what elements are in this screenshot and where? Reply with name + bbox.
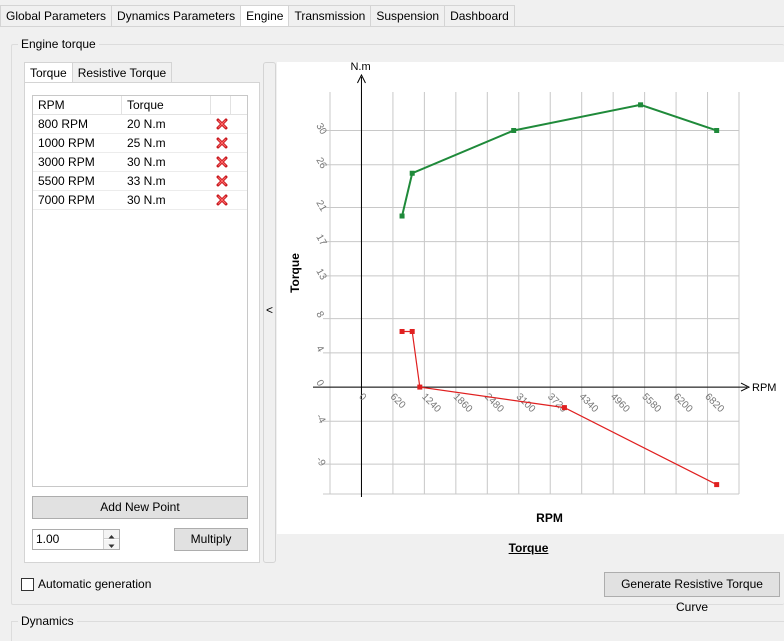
cell-torque[interactable]: 20 N.m [122, 115, 211, 134]
engine-torque-groupbox [11, 44, 784, 605]
tab-engine[interactable]: Engine [240, 5, 289, 27]
cell-delete [211, 172, 247, 191]
chevron-down-icon [108, 544, 115, 548]
y-tick-label: 21 [313, 198, 328, 214]
y-axis-arrow [357, 73, 366, 84]
data-point [714, 127, 720, 133]
top-tab-bar: Global Parameters Dynamics Parameters En… [0, 5, 515, 27]
y-tick-label: 4 [313, 344, 326, 355]
spin-down-button[interactable] [104, 540, 119, 549]
inner-tab-bar: Torque Resistive Torque [24, 62, 173, 83]
collapse-arrow-icon[interactable]: < [266, 303, 274, 317]
delete-icon[interactable] [216, 137, 228, 149]
table-row[interactable]: 7000 RPM 30 N.m [33, 191, 247, 210]
x-tick-label: 4340 [577, 391, 601, 415]
x-tick-label: 6200 [671, 391, 695, 415]
y-tick-label: -4 [313, 412, 327, 426]
generate-resistive-torque-button[interactable]: Generate Resistive Torque Curve [604, 572, 780, 614]
delete-icon[interactable] [216, 175, 228, 187]
cell-torque[interactable]: 30 N.m [122, 153, 211, 172]
x-tick-label: 6820 [702, 391, 726, 415]
table-row[interactable]: 800 RPM 20 N.m [33, 115, 247, 134]
cell-rpm[interactable]: 7000 RPM [33, 191, 122, 210]
x-tick-label: 0 [356, 391, 368, 403]
x-tick-label: 3720 [545, 391, 569, 415]
column-header-delete [211, 96, 231, 115]
tab-global-parameters[interactable]: Global Parameters [0, 5, 112, 27]
tab-dynamics-parameters[interactable]: Dynamics Parameters [111, 5, 241, 27]
multiplier-value: 1.00 [36, 532, 60, 546]
tab-resistive-torque[interactable]: Resistive Torque [71, 62, 173, 83]
data-point [409, 328, 415, 334]
automatic-generation-checkbox[interactable] [21, 578, 34, 591]
cell-torque[interactable]: 33 N.m [122, 172, 211, 191]
data-point [714, 482, 720, 488]
y-tick-label: 0 [313, 378, 326, 389]
cell-torque[interactable]: 25 N.m [122, 134, 211, 153]
delete-icon[interactable] [216, 156, 228, 168]
y-axis-title: Torque [288, 253, 302, 293]
tab-suspension[interactable]: Suspension [370, 5, 445, 27]
engine-torque-group-title: Engine torque [18, 37, 99, 51]
table-header-row: RPM Torque [33, 96, 247, 115]
add-new-point-button[interactable]: Add New Point [32, 496, 248, 519]
x-tick-label: 1860 [451, 391, 475, 415]
tab-torque[interactable]: Torque [24, 62, 72, 83]
dynamics-group-title: Dynamics [18, 614, 77, 628]
torque-chart: 0 620 1240 1860 2480 3100 3720 4340 4960 5580 6200… [277, 61, 784, 534]
data-point [638, 102, 644, 108]
cell-rpm[interactable]: 1000 RPM [33, 134, 122, 153]
data-point [561, 405, 567, 411]
cell-delete [211, 115, 247, 134]
column-header-rpm[interactable]: RPM [33, 96, 122, 115]
tab-transmission[interactable]: Transmission [288, 5, 371, 27]
y-axis-unit-label: N.m [350, 62, 370, 73]
table-row[interactable]: 3000 RPM 30 N.m [33, 153, 247, 172]
data-point [511, 127, 517, 133]
delete-icon[interactable] [216, 118, 228, 130]
dynamics-groupbox [11, 621, 784, 641]
x-axis-arrow-label: RPM [752, 382, 776, 394]
torque-table[interactable]: RPM Torque 800 RPM 20 N.m 1000 RPM 25 N.m 30… [32, 95, 248, 487]
y-tick-label: 30 [313, 121, 328, 137]
cell-delete [211, 153, 247, 172]
automatic-generation-label: Automatic generation [38, 577, 152, 591]
multiply-button[interactable]: Multiply [174, 528, 248, 551]
x-tick-label: 620 [388, 391, 408, 411]
data-point [399, 328, 405, 334]
delete-icon[interactable] [216, 194, 228, 206]
x-tick-label: 1240 [419, 391, 443, 415]
torque-chart-svg: 0 620 1240 1860 2480 3100 3720 4340 4960 5580 6200… [288, 61, 776, 525]
cell-rpm[interactable]: 800 RPM [33, 115, 122, 134]
cell-torque[interactable]: 30 N.m [122, 191, 211, 210]
cell-delete [211, 191, 247, 210]
cell-delete [211, 134, 247, 153]
spin-buttons [103, 530, 119, 549]
y-tick-label: 17 [313, 233, 328, 249]
multiplier-spinbox[interactable]: 1.00 [32, 529, 120, 550]
panel-splitter[interactable]: < [263, 62, 276, 563]
y-tick-label: 26 [313, 156, 328, 172]
tab-dashboard[interactable]: Dashboard [444, 5, 515, 27]
x-axis-title: RPM [536, 511, 563, 525]
chart-caption: Torque [508, 541, 549, 555]
x-tick-label: 5580 [639, 391, 663, 415]
x-tick-label: 2480 [482, 391, 506, 415]
series-line [401, 103, 717, 217]
y-tick-label: 8 [313, 310, 326, 321]
data-point [399, 213, 405, 219]
table-row[interactable]: 1000 RPM 25 N.m [33, 134, 247, 153]
chevron-up-icon [108, 535, 115, 539]
spin-up-button[interactable] [104, 530, 119, 539]
cell-rpm[interactable]: 3000 RPM [33, 153, 122, 172]
x-tick-label: 4960 [608, 391, 632, 415]
table-row[interactable]: 5500 RPM 33 N.m [33, 172, 247, 191]
cell-rpm[interactable]: 5500 RPM [33, 172, 122, 191]
y-tick-label: 13 [313, 267, 328, 283]
x-axis-arrow [740, 382, 751, 392]
column-header-torque[interactable]: Torque [122, 96, 211, 115]
data-point [409, 170, 415, 176]
data-point [417, 384, 423, 390]
y-tick-label: -9 [313, 455, 327, 469]
